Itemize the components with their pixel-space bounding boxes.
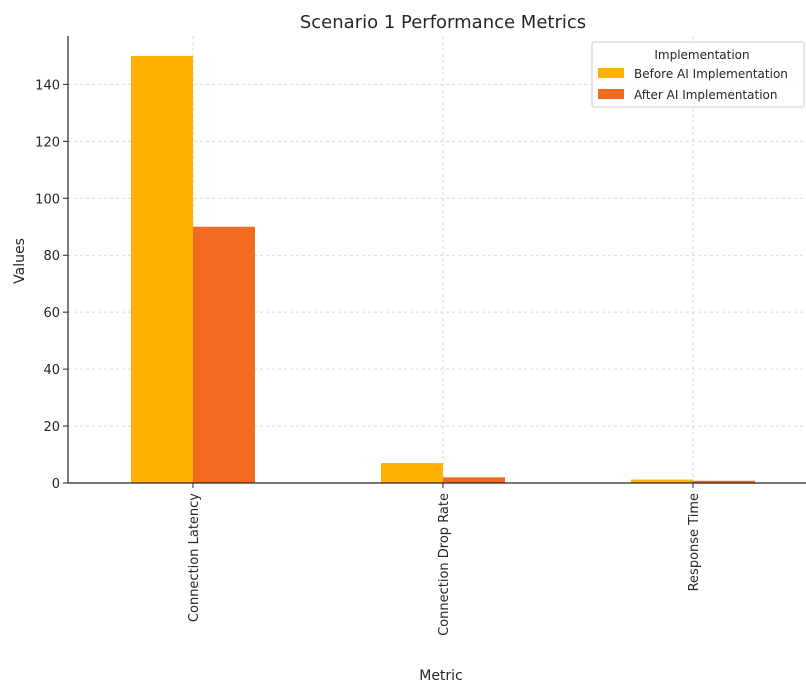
y-tick-label: 0 [52, 477, 60, 492]
legend-swatch [598, 89, 624, 99]
y-tick-label: 20 [43, 420, 60, 435]
y-axis-title: Values [12, 238, 28, 284]
y-tick-label: 60 [43, 306, 60, 321]
y-tick-label: 120 [35, 135, 60, 150]
x-tick-label: Connection Latency [187, 493, 202, 622]
legend-title: Implementation [654, 48, 749, 62]
x-tick-labels: Connection Latency Connection Drop Rate Re… [187, 493, 702, 636]
legend-label: Before AI Implementation [634, 67, 788, 81]
y-tick-label: 40 [43, 363, 60, 378]
legend-box [591, 41, 805, 108]
bar-after-1 [443, 477, 505, 483]
y-tick-label: 140 [35, 78, 60, 93]
axes [63, 36, 806, 488]
legend-label: After AI Implementation [634, 88, 777, 102]
bar-after-2 [693, 480, 755, 483]
y-tick-label: 100 [35, 192, 60, 207]
x-axis-title: Metric [419, 668, 463, 684]
x-tick-label: Connection Drop Rate [437, 493, 452, 636]
y-tick-label: 80 [43, 249, 60, 264]
y-tick-labels: 0 20 40 60 80 100 120 140 [35, 78, 60, 492]
x-tick-label: Response Time [687, 493, 702, 591]
legend-swatch [598, 68, 624, 78]
chart-title: Scenario 1 Performance Metrics [300, 12, 586, 33]
bar-before-0 [131, 55, 193, 484]
bars [131, 55, 755, 484]
bar-before-2 [631, 479, 693, 483]
bar-before-1 [381, 463, 443, 483]
legend: Implementation Before AI Implementation Af… [591, 41, 805, 108]
bar-after-0 [193, 226, 255, 483]
